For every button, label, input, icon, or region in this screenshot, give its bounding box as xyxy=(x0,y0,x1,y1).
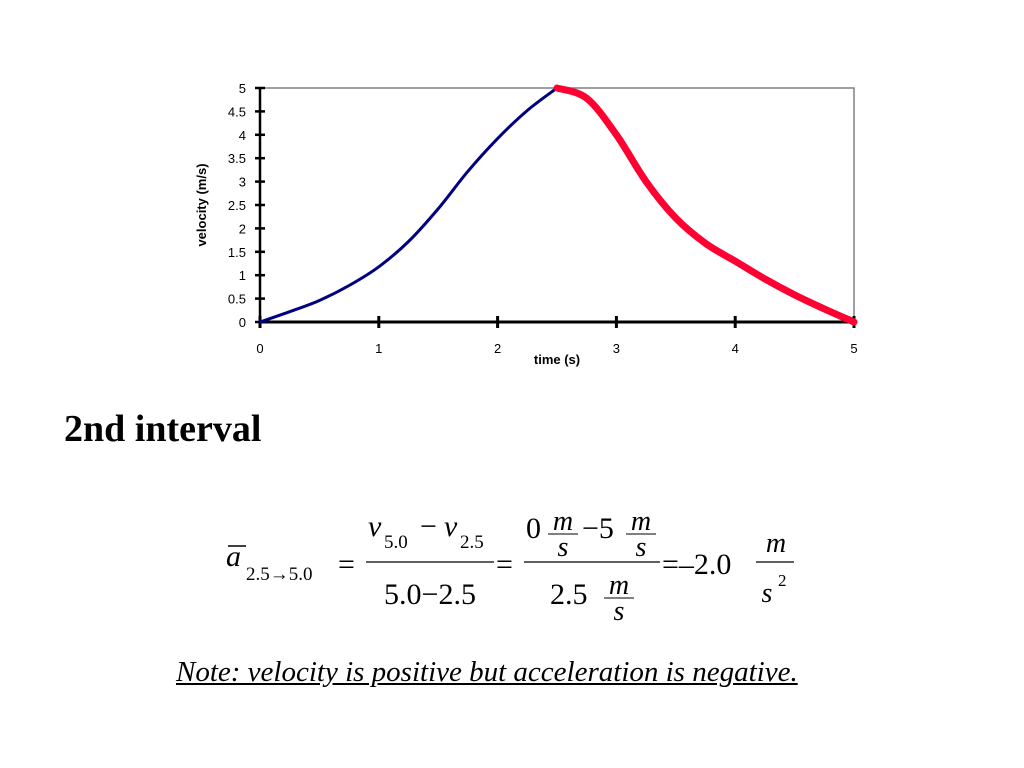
y-tick-label: 4 xyxy=(239,128,246,143)
y-axis-title: velocity (m/s) xyxy=(194,163,209,246)
equals-1: = xyxy=(338,548,355,581)
velocity-time-chart: 0 0.5 1 1.5 2 2.5 3 3.5 4 4.5 5 0 1 2 3 4 5 time (s) ve… xyxy=(194,81,858,367)
f2-den-unit-bottom: s xyxy=(614,596,625,627)
f2-unit2-bottom: s xyxy=(636,532,647,563)
f1-v1: v xyxy=(368,510,382,543)
f1-minus: − xyxy=(420,510,437,543)
x-tick-label: 3 xyxy=(613,341,620,356)
result-unit-exponent: 2 xyxy=(778,571,787,590)
equals-2: = xyxy=(496,548,513,581)
x-tick-label: 0 xyxy=(256,341,263,356)
f2-unit1-top: m xyxy=(553,506,573,537)
f2-den-unit-top: m xyxy=(609,570,629,601)
y-tick-label: 1.5 xyxy=(228,245,246,260)
acceleration-equation: a 2.5→5.0 = v 5.0 − v 2.5 5.0−2.5 = 0 m … xyxy=(226,506,794,627)
f2-unit2-top: m xyxy=(631,506,651,537)
series-line-first-interval xyxy=(258,86,559,324)
f1-sub2: 2.5 xyxy=(460,532,484,553)
note-text: Note: velocity is positive but accelerat… xyxy=(176,656,798,688)
f2-unit1-bottom: s xyxy=(558,532,569,563)
x-tick-label: 5 xyxy=(850,341,857,356)
y-tick-label: 3.5 xyxy=(228,151,246,166)
f2-minus5: −5 xyxy=(582,512,614,545)
result-unit-bottom: s xyxy=(762,578,773,609)
y-tick-label: 0 xyxy=(239,315,246,330)
f2-denominator: 2.5 xyxy=(550,578,588,611)
f1-v2: v xyxy=(444,510,458,543)
f2-zero: 0 xyxy=(526,512,541,545)
result-unit-top: m xyxy=(766,528,786,559)
x-tick-label: 1 xyxy=(375,341,382,356)
section-heading: 2nd interval xyxy=(64,408,262,450)
lhs-subscript: 2.5→5.0 xyxy=(246,564,313,585)
y-tick-label: 3 xyxy=(239,175,246,190)
series-line-second-interval xyxy=(553,84,858,326)
x-tick-label: 2 xyxy=(494,341,501,356)
y-tick-label: 2.5 xyxy=(228,198,246,213)
y-tick-label: 0.5 xyxy=(228,292,246,307)
f1-sub1: 5.0 xyxy=(384,532,408,553)
x-axis-title: time (s) xyxy=(534,352,580,367)
lhs-symbol: a xyxy=(226,540,241,573)
y-tick-label: 4.5 xyxy=(228,104,246,119)
f1-denominator: 5.0−2.5 xyxy=(384,578,476,611)
series-layer xyxy=(258,84,858,326)
y-tick-label: 5 xyxy=(239,81,246,96)
y-tick-label: 2 xyxy=(239,221,246,236)
plot-area xyxy=(259,87,855,323)
result-value: =–2.0 xyxy=(662,548,731,581)
y-tick-label: 1 xyxy=(239,268,246,283)
x-tick-label: 4 xyxy=(732,341,739,356)
